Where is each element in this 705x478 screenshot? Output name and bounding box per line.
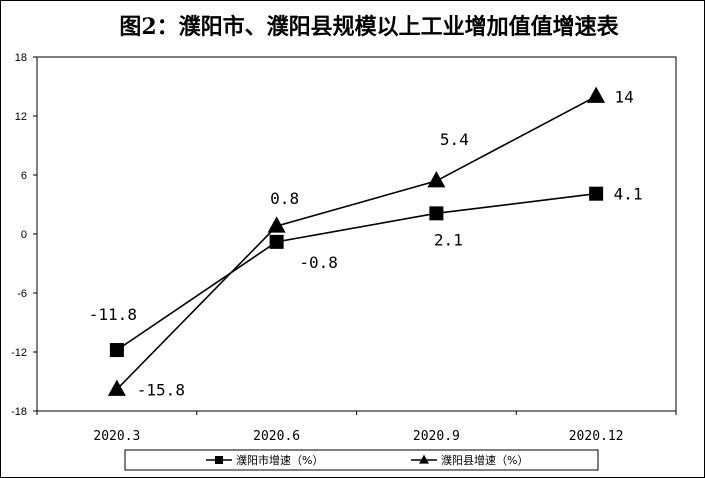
y-tick-label: -18 (11, 406, 27, 418)
chart-title: 图2：濮阳市、濮阳县规模以上工业增加值值增速表 (119, 14, 619, 40)
data-label: 4.1 (614, 185, 643, 204)
series-0-point (109, 343, 124, 358)
legend: 濮阳市增速（%） 濮阳县增速（%） (124, 449, 599, 471)
series-line-0 (116, 192, 597, 351)
x-tick-label: 2020.9 (413, 429, 460, 444)
series-0-point (589, 186, 604, 201)
data-label: -11.8 (89, 305, 137, 324)
series-line-1 (116, 95, 597, 390)
x-tick-label: 2020.3 (93, 429, 140, 444)
legend-box (124, 449, 599, 471)
series-1-point (587, 86, 606, 103)
y-axis: 18 12 6 0 -6 -12 -18 (11, 52, 37, 418)
x-tick-label: 2020.12 (569, 429, 624, 444)
data-label: -15.8 (137, 380, 185, 399)
series-layer (107, 86, 606, 396)
data-label: 2.1 (434, 230, 463, 249)
x-tick-label: 2020.6 (253, 429, 300, 444)
legend-marker-1 (419, 454, 429, 464)
data-label: 0.8 (270, 189, 299, 208)
data-label: 14 (614, 87, 633, 106)
legend-marker-0 (215, 456, 223, 464)
series-0-point (429, 206, 444, 221)
y-tick-label: 18 (15, 52, 27, 64)
series-0-point (269, 234, 284, 249)
data-label: -0.8 (299, 253, 338, 272)
series-1-point (267, 216, 286, 233)
data-label: 5.4 (440, 130, 469, 149)
legend-label: 濮阳县增速（%） (441, 453, 528, 467)
series-1-point (427, 171, 446, 188)
plot-area (36, 56, 677, 412)
legend-label: 濮阳市增速（%） (236, 453, 323, 467)
y-tick-label: -12 (11, 347, 27, 359)
x-axis: 2020.3 2020.6 2020.9 2020.12 (36, 411, 677, 444)
y-tick-label: 0 (21, 229, 27, 241)
y-tick-label: 12 (15, 111, 27, 123)
series-1-point (107, 379, 126, 396)
y-tick-label: -6 (17, 288, 27, 300)
data-labels: -11.8 -0.8 2.1 4.1 -15.8 0.8 5.4 14 (89, 87, 643, 399)
y-tick-label: 6 (21, 170, 27, 182)
